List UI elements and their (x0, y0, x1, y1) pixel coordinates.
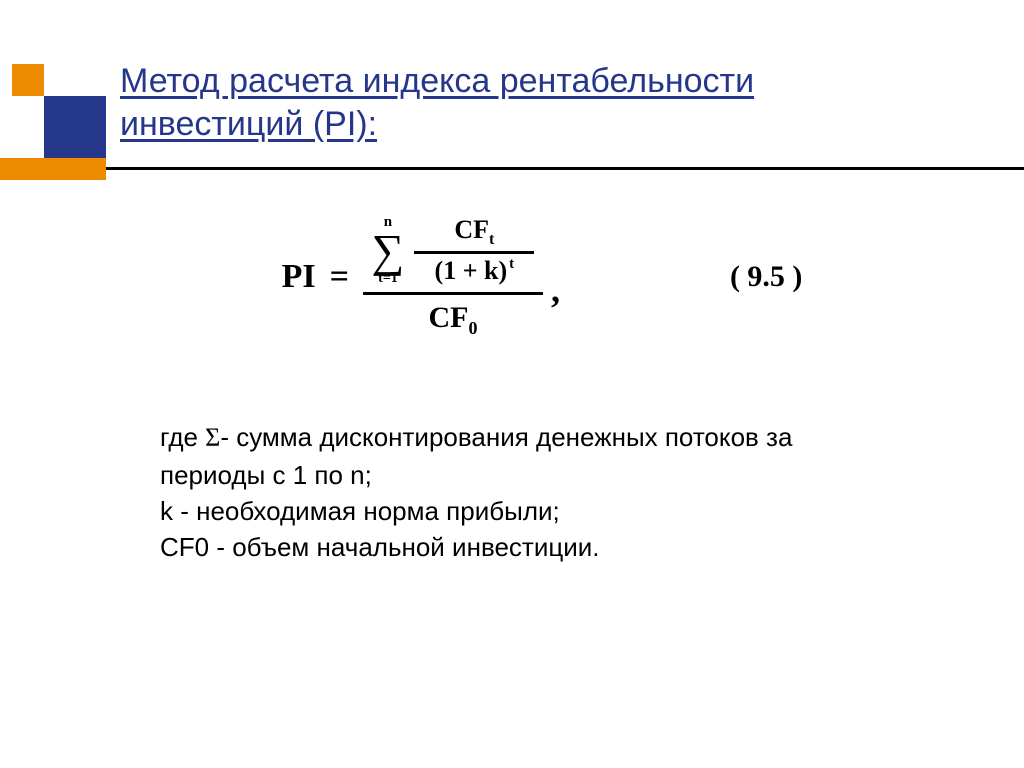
formula-comma: , (551, 269, 560, 311)
legend-line-1: где Σ- сумма дисконтирования денежных по… (160, 419, 874, 493)
outer-denominator: CF0 (428, 301, 477, 339)
formula-row: PI = n ∑ t=1 CFt (1 + k)t (150, 215, 934, 339)
sigma-symbol: ∑ (372, 230, 405, 271)
slide: Метод расчета индекса рентабельности инв… (0, 0, 1024, 768)
inner-fraction: CFt (1 + k)t (414, 215, 534, 286)
formula-pi: PI = n ∑ t=1 CFt (1 + k)t (282, 215, 560, 339)
inner-fraction-bar (414, 251, 534, 254)
formula-lhs: PI (282, 258, 316, 296)
slide-title: Метод расчета индекса рентабельности инв… (120, 60, 934, 145)
outer-fraction-bar (363, 292, 543, 295)
inner-numerator: CFt (454, 215, 494, 249)
legend-block: где Σ- сумма дисконтирования денежных по… (160, 419, 934, 566)
sigma-lower: t=1 (378, 272, 398, 286)
decor-orange-rect (0, 158, 106, 180)
inner-denominator: (1 + k)t (435, 256, 515, 286)
equals-sign: = (330, 258, 349, 296)
legend-line-2: k - необходимая норма прибыли; (160, 493, 874, 529)
decor-navy-block (44, 96, 106, 158)
sigma-block: n ∑ t=1 (372, 215, 405, 285)
decor-rule-line (106, 167, 1024, 170)
legend-line-3: CF0 - объем начальной инвестиции. (160, 529, 874, 565)
decor-orange-small (12, 64, 44, 96)
outer-numerator: n ∑ t=1 CFt (1 + k)t (372, 215, 535, 286)
outer-fraction: n ∑ t=1 CFt (1 + k)t CF0 (363, 215, 543, 339)
equation-number: ( 9.5 ) (730, 260, 802, 294)
